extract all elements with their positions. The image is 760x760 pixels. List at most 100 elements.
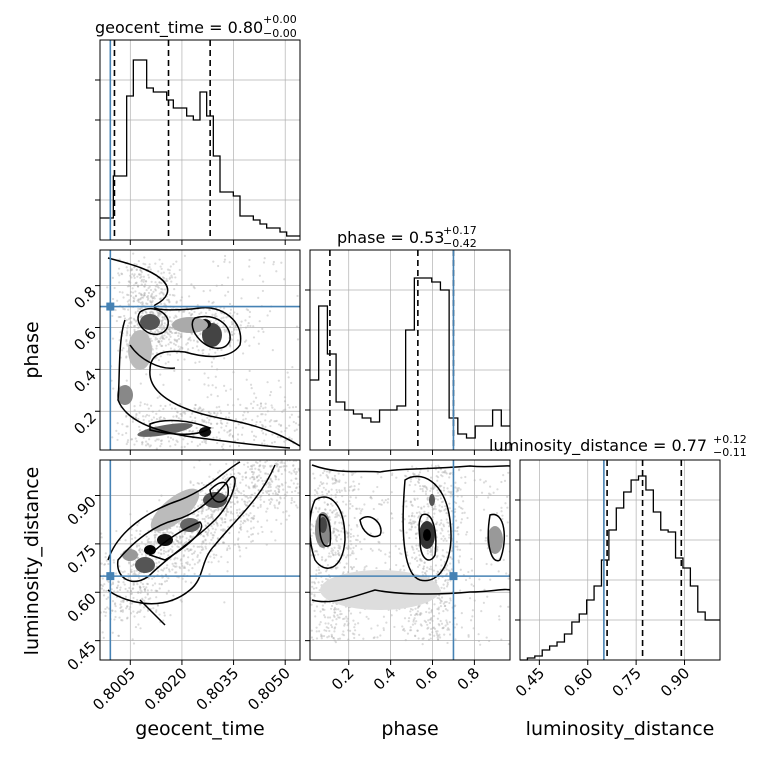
sample-point: [310, 603, 313, 606]
sample-point: [480, 491, 484, 494]
sample-point: [328, 516, 331, 519]
sample-point: [137, 298, 140, 302]
sample-point: [288, 424, 291, 427]
sample-point: [241, 478, 244, 481]
sample-point: [283, 278, 286, 281]
sample-point: [225, 424, 228, 428]
sample-point: [187, 337, 191, 340]
sample-point: [121, 349, 124, 352]
sample-point: [252, 485, 255, 488]
sample-point: [118, 588, 122, 591]
sample-point: [264, 413, 267, 416]
sample-point: [140, 278, 144, 281]
sample-point: [250, 517, 253, 520]
sample-point: [138, 273, 141, 276]
sample-point: [169, 265, 172, 268]
sample-point: [151, 310, 154, 313]
sample-point: [168, 353, 172, 356]
sample-point: [203, 517, 206, 521]
sample-point: [254, 435, 258, 438]
sample-point: [292, 469, 295, 472]
sample-point: [437, 635, 440, 638]
sample-point: [231, 333, 234, 336]
sample-point: [487, 496, 490, 499]
sample-point: [111, 609, 114, 612]
sample-point: [381, 499, 384, 502]
sample-point: [239, 527, 242, 530]
sample-point: [172, 438, 175, 441]
sample-point: [134, 320, 137, 323]
sample-point: [409, 626, 412, 629]
sample-point: [165, 566, 168, 570]
panel-frame: [309, 249, 511, 451]
sample-point: [403, 474, 407, 477]
panel-frame: [99, 39, 301, 241]
sample-point: [378, 541, 381, 544]
sample-point: [160, 272, 163, 275]
sample-point: [180, 541, 183, 544]
sample-point: [185, 537, 188, 540]
sample-point: [269, 501, 272, 504]
sample-point: [221, 529, 225, 532]
sample-point: [437, 608, 440, 611]
sample-point: [160, 552, 163, 556]
sample-point: [202, 420, 206, 423]
sample-point: [352, 535, 355, 538]
sample-point: [128, 299, 131, 302]
sample-point: [180, 296, 184, 299]
sample-point: [130, 528, 133, 531]
sample-point: [163, 611, 166, 614]
sample-point: [125, 432, 128, 435]
sample-point: [132, 300, 135, 303]
sample-point: [319, 474, 322, 477]
sample-point: [347, 622, 350, 625]
sample-point: [457, 559, 460, 562]
sample-point: [154, 288, 157, 291]
sample-point: [146, 609, 150, 612]
sample-point: [140, 553, 144, 556]
sample-point: [376, 636, 379, 639]
sample-point: [137, 610, 140, 613]
sample-point: [436, 498, 440, 501]
sample-point: [407, 620, 410, 623]
sample-point: [257, 489, 260, 492]
sample-point: [268, 420, 271, 423]
sample-point: [201, 508, 204, 511]
sample-point: [333, 627, 336, 630]
sample-point: [272, 417, 274, 419]
sample-point: [288, 451, 290, 453]
sample-point: [236, 312, 239, 315]
sample-point: [197, 529, 200, 532]
sample-point: [167, 554, 170, 557]
sample-point: [442, 523, 445, 526]
sample-point: [202, 348, 205, 352]
sample-point: [226, 330, 229, 333]
x-tick-label: 0.45: [512, 664, 548, 700]
sample-point: [146, 589, 149, 592]
sample-point: [338, 637, 342, 640]
sample-point: [127, 293, 130, 297]
sample-point: [262, 407, 265, 410]
sample-point: [157, 313, 160, 317]
sample-point: [411, 504, 414, 507]
sample-point: [169, 341, 172, 344]
sample-point: [191, 567, 194, 570]
sample-point: [121, 433, 124, 436]
sample-point: [111, 436, 114, 439]
sample-point: [202, 506, 205, 509]
sample-point: [178, 528, 181, 531]
sample-point: [329, 509, 332, 512]
sample-point: [105, 559, 108, 562]
sample-point: [408, 484, 411, 487]
sample-point: [154, 439, 157, 442]
sample-point: [350, 543, 353, 546]
sample-point: [268, 484, 271, 487]
sample-point: [338, 554, 341, 557]
sample-point: [399, 568, 402, 571]
sample-point: [261, 479, 264, 482]
sample-point: [223, 357, 226, 360]
sample-point: [450, 549, 454, 552]
sample-point: [138, 585, 142, 589]
sample-point: [172, 263, 175, 266]
